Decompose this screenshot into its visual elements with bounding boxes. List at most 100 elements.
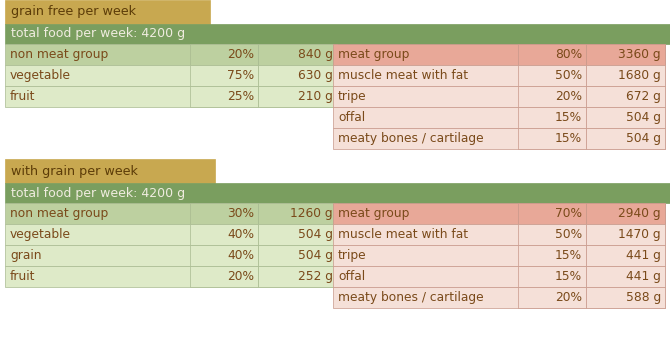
Bar	[258, 266, 337, 287]
Bar	[258, 65, 337, 86]
Text: meat group: meat group	[338, 48, 409, 61]
Bar	[518, 287, 586, 308]
Bar	[5, 183, 670, 203]
Text: grain: grain	[10, 249, 42, 262]
Bar	[518, 44, 586, 65]
Text: 40%: 40%	[227, 228, 254, 241]
Bar	[586, 287, 665, 308]
Bar	[258, 44, 337, 65]
Text: 252 g: 252 g	[298, 270, 333, 283]
Bar	[586, 245, 665, 266]
Bar	[190, 266, 258, 287]
Text: 25%: 25%	[227, 90, 254, 103]
Text: 441 g: 441 g	[626, 249, 661, 262]
Text: 504 g: 504 g	[298, 249, 333, 262]
Bar	[190, 245, 258, 266]
Bar	[586, 86, 665, 107]
Text: vegetable: vegetable	[10, 228, 71, 241]
Text: muscle meat with fat: muscle meat with fat	[338, 69, 468, 82]
Bar	[518, 245, 586, 266]
Bar	[190, 224, 258, 245]
Bar	[5, 159, 215, 183]
Text: 50%: 50%	[555, 228, 582, 241]
Bar	[190, 86, 258, 107]
Text: meaty bones / cartilage: meaty bones / cartilage	[338, 291, 484, 304]
Text: with grain per week: with grain per week	[11, 164, 138, 177]
Bar	[586, 266, 665, 287]
Bar	[333, 65, 665, 86]
Text: 588 g: 588 g	[626, 291, 661, 304]
Text: 3360 g: 3360 g	[618, 48, 661, 61]
Text: 15%: 15%	[555, 249, 582, 262]
Text: grain free per week: grain free per week	[11, 6, 136, 19]
Bar	[518, 203, 586, 224]
Bar	[5, 44, 337, 65]
Bar	[5, 0, 210, 24]
Text: vegetable: vegetable	[10, 69, 71, 82]
Bar	[333, 86, 665, 107]
Bar	[586, 203, 665, 224]
Text: 40%: 40%	[227, 249, 254, 262]
Bar	[5, 266, 337, 287]
Text: fruit: fruit	[10, 90, 36, 103]
Bar	[190, 65, 258, 86]
Bar	[258, 203, 337, 224]
Bar	[258, 245, 337, 266]
Bar	[586, 107, 665, 128]
Text: 504 g: 504 g	[626, 111, 661, 124]
Text: total food per week: 4200 g: total food per week: 4200 g	[11, 27, 185, 40]
Bar	[518, 266, 586, 287]
Bar	[333, 128, 665, 149]
Bar	[5, 24, 670, 44]
Bar	[258, 86, 337, 107]
Bar	[586, 128, 665, 149]
Bar	[333, 287, 665, 308]
Bar	[518, 107, 586, 128]
Text: 15%: 15%	[555, 132, 582, 145]
Text: offal: offal	[338, 111, 365, 124]
Bar	[518, 86, 586, 107]
Bar	[190, 203, 258, 224]
Bar	[333, 245, 665, 266]
Text: 20%: 20%	[555, 291, 582, 304]
Bar	[5, 65, 337, 86]
Text: 504 g: 504 g	[626, 132, 661, 145]
Bar	[586, 224, 665, 245]
Bar	[333, 224, 665, 245]
Text: 210 g: 210 g	[298, 90, 333, 103]
Bar	[518, 128, 586, 149]
Bar	[190, 44, 258, 65]
Text: 1470 g: 1470 g	[618, 228, 661, 241]
Text: 1260 g: 1260 g	[290, 207, 333, 220]
Text: 1680 g: 1680 g	[618, 69, 661, 82]
Bar	[5, 224, 337, 245]
Text: 672 g: 672 g	[626, 90, 661, 103]
Text: 20%: 20%	[555, 90, 582, 103]
Text: 504 g: 504 g	[298, 228, 333, 241]
Text: 20%: 20%	[227, 270, 254, 283]
Text: 630 g: 630 g	[298, 69, 333, 82]
Text: fruit: fruit	[10, 270, 36, 283]
Text: muscle meat with fat: muscle meat with fat	[338, 228, 468, 241]
Text: meaty bones / cartilage: meaty bones / cartilage	[338, 132, 484, 145]
Bar	[5, 86, 337, 107]
Text: 80%: 80%	[555, 48, 582, 61]
Bar	[333, 107, 665, 128]
Bar	[518, 224, 586, 245]
Text: tripe: tripe	[338, 249, 366, 262]
Text: 2940 g: 2940 g	[618, 207, 661, 220]
Bar	[333, 44, 665, 65]
Bar	[258, 224, 337, 245]
Text: tripe: tripe	[338, 90, 366, 103]
Text: 15%: 15%	[555, 111, 582, 124]
Bar	[586, 65, 665, 86]
Text: 840 g: 840 g	[298, 48, 333, 61]
Bar	[5, 245, 337, 266]
Text: 441 g: 441 g	[626, 270, 661, 283]
Text: non meat group: non meat group	[10, 207, 109, 220]
Text: total food per week: 4200 g: total food per week: 4200 g	[11, 187, 185, 200]
Text: offal: offal	[338, 270, 365, 283]
Text: 20%: 20%	[227, 48, 254, 61]
Text: meat group: meat group	[338, 207, 409, 220]
Text: 15%: 15%	[555, 270, 582, 283]
